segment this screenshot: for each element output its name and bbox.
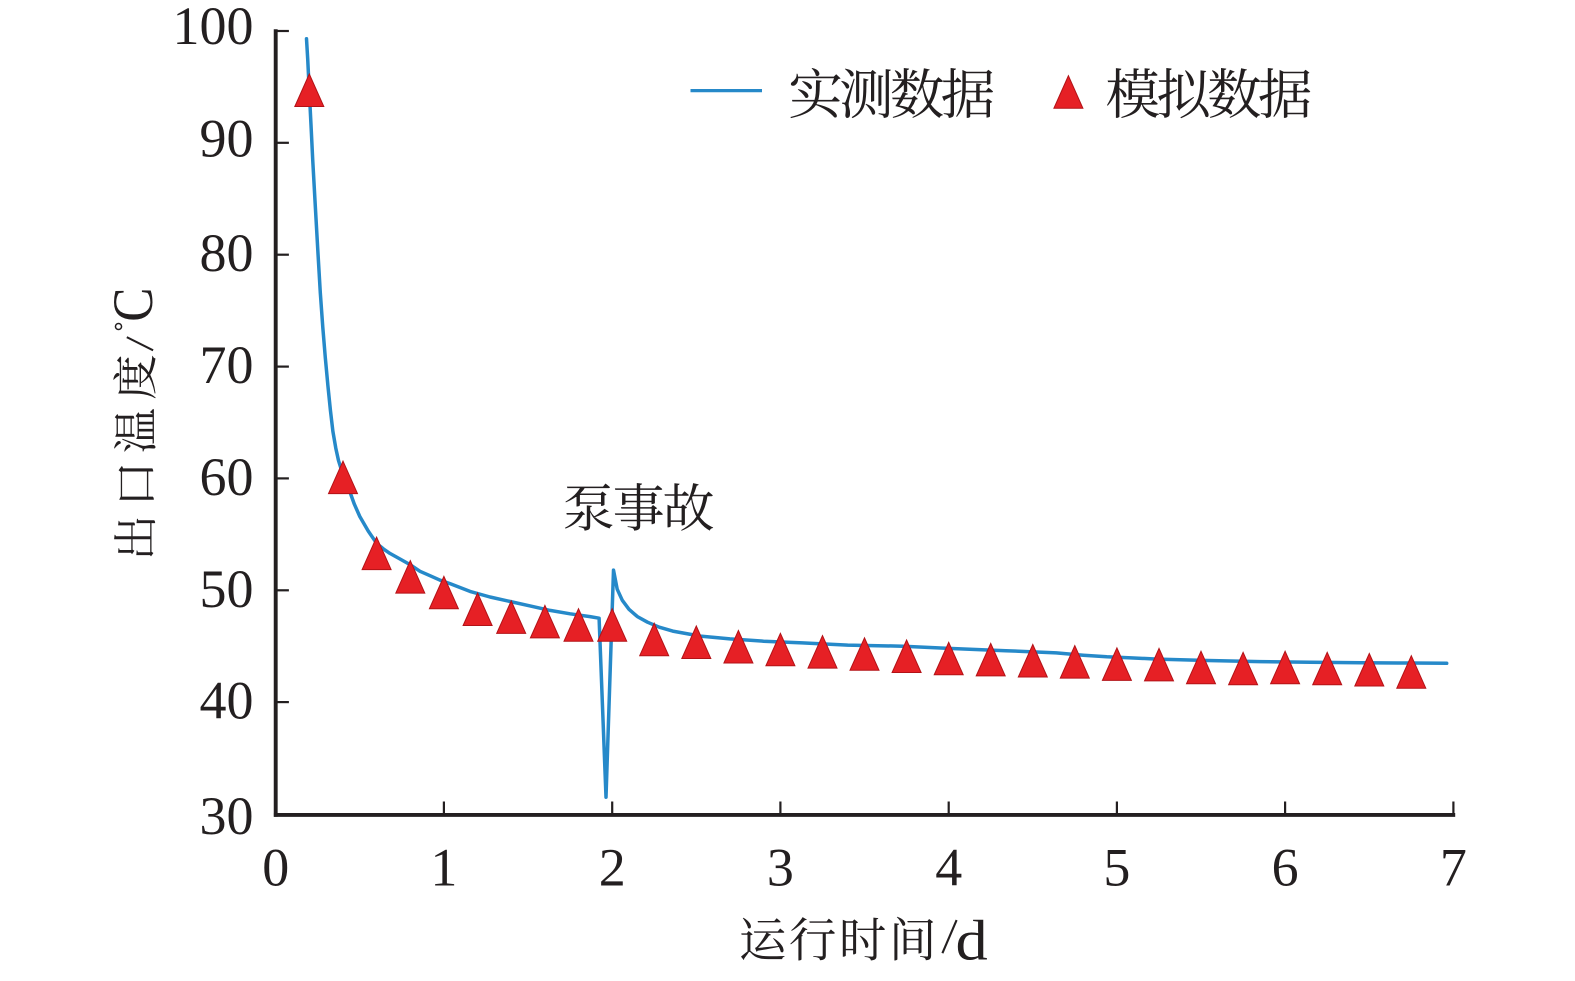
svg-text:2: 2 [599, 837, 626, 897]
svg-text:40: 40 [200, 671, 254, 731]
svg-text:4: 4 [935, 837, 962, 897]
svg-text:30: 30 [200, 786, 254, 846]
svg-text:70: 70 [200, 335, 254, 395]
svg-text:0: 0 [262, 837, 289, 897]
svg-text:3: 3 [767, 837, 794, 897]
svg-text:d: d [956, 910, 988, 973]
svg-text:80: 80 [200, 223, 254, 283]
svg-text:50: 50 [200, 559, 254, 619]
svg-text:60: 60 [200, 447, 254, 507]
svg-text:7: 7 [1440, 837, 1467, 897]
svg-text:1: 1 [430, 837, 457, 897]
svg-text:100: 100 [173, 0, 254, 56]
svg-text:C: C [102, 288, 165, 322]
svg-text:5: 5 [1103, 837, 1130, 897]
svg-text:6: 6 [1272, 837, 1299, 897]
svg-text:90: 90 [200, 109, 254, 169]
